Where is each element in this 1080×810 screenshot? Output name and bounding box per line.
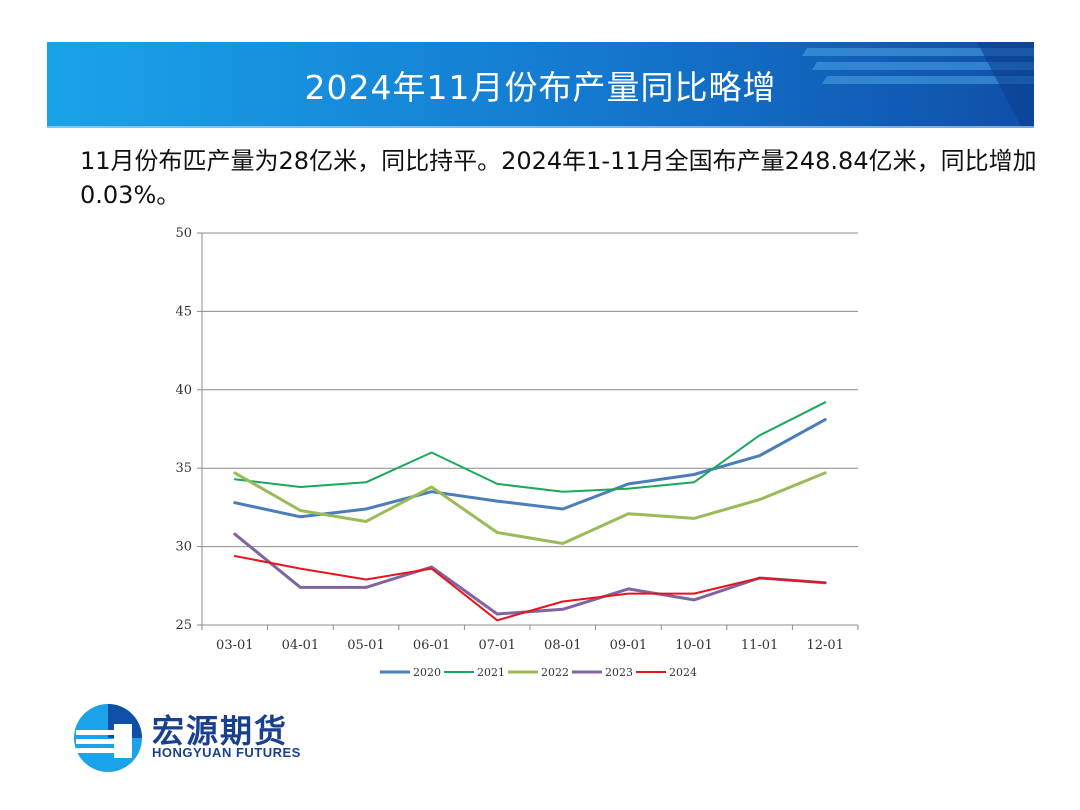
axis-layer: 25 30 35 40 45 50 03-01 04-01 05-01 06-01 07-01 08-… <box>175 226 859 653</box>
series-line-2023 <box>233 532 827 616</box>
x-tick-label: 03-01 <box>216 638 253 653</box>
line-chart: 25 30 35 40 45 50 03-01 04-01 05-01 06-01 07-01 08-… <box>175 226 859 679</box>
x-tick-label: 11-01 <box>741 638 778 653</box>
intro-paragraph: 11月份布匹产量为28亿米，同比持平。2024年1-11月全国布产量248.84… <box>80 147 1037 209</box>
x-tick-label: 07-01 <box>478 638 515 653</box>
legend-label-2021: 2021 <box>477 666 505 679</box>
legend-label-2024: 2024 <box>669 666 697 679</box>
series-layer <box>233 401 827 622</box>
legend-label-2022: 2022 <box>541 666 569 679</box>
x-tick-label: 06-01 <box>413 638 450 653</box>
banner-background <box>47 42 1034 128</box>
header-banner: 2024年11月份布产量同比略增 <box>47 42 1034 128</box>
x-tick-label: 09-01 <box>610 638 647 653</box>
x-tick-label: 05-01 <box>347 638 384 653</box>
x-tick-label: 12-01 <box>806 638 843 653</box>
x-tick-label: 04-01 <box>282 638 319 653</box>
y-tick-label: 30 <box>175 540 192 555</box>
series-line-2022 <box>233 471 827 545</box>
logo-name-cn: 宏源期货 <box>152 712 289 750</box>
y-tick-label: 40 <box>175 383 192 398</box>
legend-label-2020: 2020 <box>413 666 441 679</box>
series-line-2024 <box>233 555 827 622</box>
legend-label-2023: 2023 <box>605 666 633 679</box>
series-line-2020 <box>233 418 827 519</box>
company-logo: 宏源期货 HONGYUAN FUTURES <box>70 700 320 775</box>
y-tick-label: 35 <box>175 461 192 476</box>
x-tick-label: 08-01 <box>544 638 581 653</box>
y-tick-label: 45 <box>175 304 192 319</box>
y-tick-label: 50 <box>175 226 192 241</box>
logo-name-en: HONGYUAN FUTURES <box>152 745 301 760</box>
x-tick-label: 10-01 <box>675 638 712 653</box>
logo-emblem-icon <box>74 704 142 772</box>
y-tick-label: 25 <box>175 618 192 633</box>
grid-layer <box>202 232 858 548</box>
page-title: 2024年11月份布产量同比略增 <box>304 68 777 107</box>
legend-layer: 2020 2021 2022 2023 2024 <box>380 666 697 679</box>
series-line-2021 <box>233 401 827 493</box>
